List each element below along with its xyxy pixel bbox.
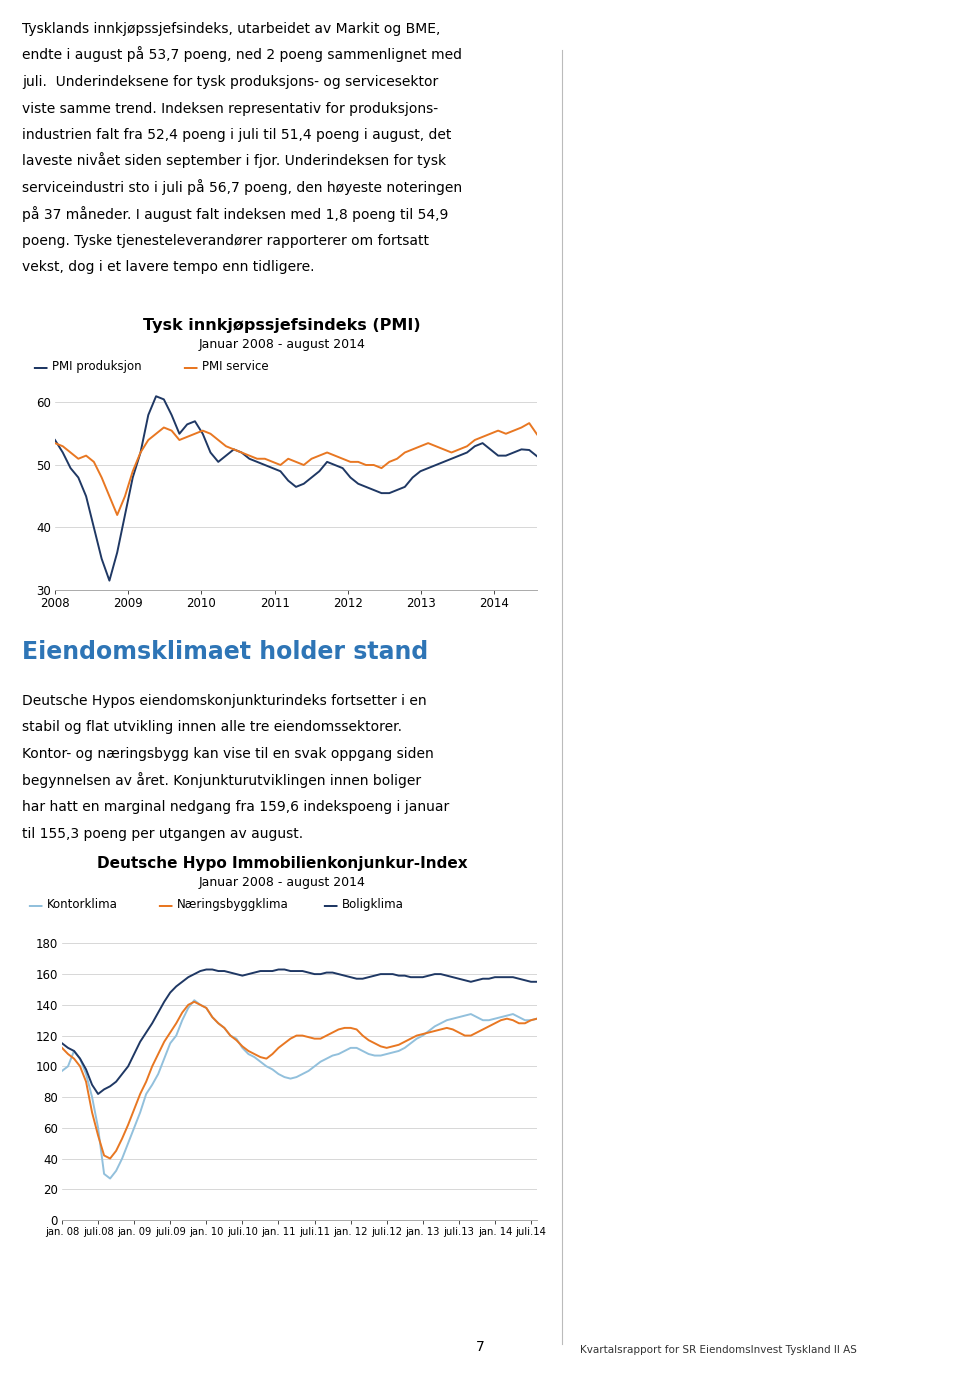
Text: —: — [182,360,198,375]
Text: Tysk innkjøpssjefsindeks (PMI): Tysk innkjøpssjefsindeks (PMI) [143,317,420,333]
Text: Deutsche Hypo Immobilienkonjunkur-Index: Deutsche Hypo Immobilienkonjunkur-Index [97,856,468,871]
Text: Næringsbyggklima: Næringsbyggklima [177,899,289,911]
Text: Eiendomsklimaet holder stand: Eiendomsklimaet holder stand [22,640,428,664]
Text: Deutsche Hypos eiendomskonjunkturindeks fortsetter i en: Deutsche Hypos eiendomskonjunkturindeks … [22,694,426,708]
Text: industrien falt fra 52,4 poeng i juli til 51,4 poeng i august, det: industrien falt fra 52,4 poeng i juli ti… [22,128,451,142]
Text: juli.  Underindeksene for tysk produksjons- og servicesektor: juli. Underindeksene for tysk produksjon… [22,76,439,89]
Text: —: — [27,899,42,912]
Text: Kontorklima: Kontorklima [47,899,118,911]
Text: Januar 2008 - august 2014: Januar 2008 - august 2014 [199,877,366,889]
Text: viste samme trend. Indeksen representativ for produksjons-: viste samme trend. Indeksen representati… [22,102,438,115]
Text: 7: 7 [475,1340,485,1353]
Text: —: — [157,899,173,912]
Text: Tysklands innkjøpssjefsindeks, utarbeidet av Markit og BME,: Tysklands innkjøpssjefsindeks, utarbeide… [22,22,441,36]
Text: har hatt en marginal nedgang fra 159,6 indekspoeng i januar: har hatt en marginal nedgang fra 159,6 i… [22,800,449,813]
Text: —: — [32,360,47,375]
Text: Kontor- og næringsbygg kan vise til en svak oppgang siden: Kontor- og næringsbygg kan vise til en s… [22,747,434,761]
Text: stabil og flat utvikling innen alle tre eiendomssektorer.: stabil og flat utvikling innen alle tre … [22,720,402,735]
Text: serviceindustri sto i juli på 56,7 poeng, den høyeste noteringen: serviceindustri sto i juli på 56,7 poeng… [22,179,462,195]
Text: PMI produksjon: PMI produksjon [52,360,142,372]
Text: —: — [322,899,337,912]
Text: PMI service: PMI service [202,360,269,372]
Text: laveste nivået siden september i fjor. Underindeksen for tysk: laveste nivået siden september i fjor. U… [22,153,446,169]
Text: begynnelsen av året. Konjunkturutviklingen innen boliger: begynnelsen av året. Konjunkturutvikling… [22,772,421,787]
Text: poeng. Tyske tjenesteleverandører rapporterer om fortsatt: poeng. Tyske tjenesteleverandører rappor… [22,234,429,247]
Text: til 155,3 poeng per utgangen av august.: til 155,3 poeng per utgangen av august. [22,827,303,841]
Text: Kvartalsrapport for SR EiendomsInvest Tyskland II AS: Kvartalsrapport for SR EiendomsInvest Ty… [580,1345,857,1355]
Text: på 37 måneder. I august falt indeksen med 1,8 poeng til 54,9: på 37 måneder. I august falt indeksen me… [22,206,448,221]
Text: Januar 2008 - august 2014: Januar 2008 - august 2014 [199,338,366,350]
Text: Boligklima: Boligklima [342,899,404,911]
Text: endte i august på 53,7 poeng, ned 2 poeng sammenlignet med: endte i august på 53,7 poeng, ned 2 poen… [22,47,462,62]
Text: vekst, dog i et lavere tempo enn tidligere.: vekst, dog i et lavere tempo enn tidlige… [22,261,315,275]
